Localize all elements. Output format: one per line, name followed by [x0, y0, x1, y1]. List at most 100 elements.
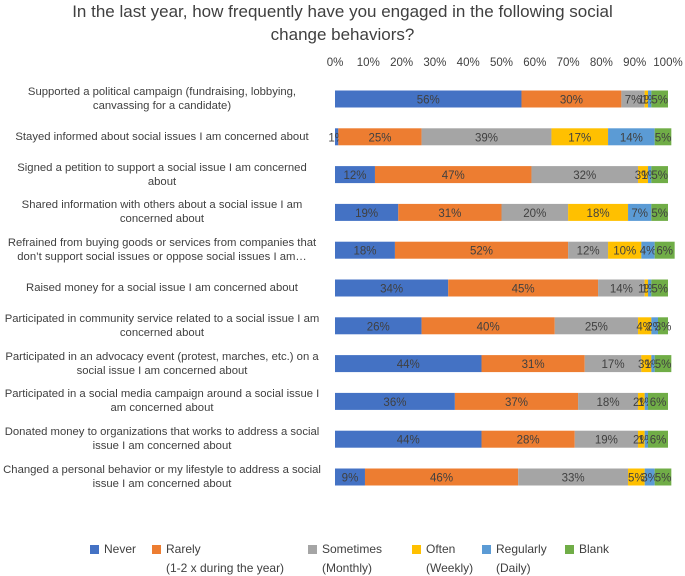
data-label: 17% — [568, 132, 591, 144]
data-label: 20% — [523, 208, 546, 220]
x-tick-label: 20% — [390, 57, 413, 69]
bar-segment-sometimes — [501, 203, 569, 221]
legend-sublabel: (1-2 x during the year) — [166, 561, 285, 575]
bar-segment-blank — [651, 203, 668, 221]
bar-segment-never — [335, 317, 422, 335]
category-label: Stayed informed about social issues I am… — [2, 130, 322, 144]
category-label-line: Supported a political campaign (fundrais… — [27, 86, 297, 98]
bar-segment-never — [335, 392, 455, 410]
data-label: 5% — [651, 208, 668, 220]
x-tick-label: 80% — [590, 57, 613, 69]
category-label-line: Raised money for a social issue I am con… — [26, 282, 298, 294]
bar-segment-sometimes — [568, 241, 609, 259]
category-label-line: about — [147, 175, 177, 188]
data-label: 14% — [620, 132, 643, 144]
bar-segment-often — [568, 203, 629, 221]
legend-label: Rarely — [166, 542, 201, 556]
data-label: 34% — [380, 284, 403, 296]
data-label: 7% — [631, 208, 648, 220]
bar-segment-blank — [651, 166, 668, 184]
category-label-line: Stayed informed about social issues I am… — [15, 130, 309, 143]
category-label: Participated in an advocacy event (prote… — [2, 350, 322, 378]
category-label-line: Participated in a social media campaign … — [4, 388, 320, 401]
bar-segment-rarely — [421, 317, 555, 335]
data-label: 5% — [655, 359, 672, 371]
legend-sublabel: (Weekly) — [426, 561, 474, 575]
bar-segment-rarely — [481, 355, 585, 373]
data-label: 9% — [342, 473, 359, 485]
bar-segment-often — [644, 279, 649, 297]
bar-segment-never — [335, 128, 339, 146]
bar-segment-often — [638, 392, 645, 410]
bar-segment-regularly — [644, 468, 655, 486]
bar-segment-rarely — [394, 241, 569, 259]
data-label: 12% — [577, 246, 600, 258]
bar-segment-often — [644, 90, 649, 108]
data-label: 47% — [442, 170, 465, 182]
bar-segment-sometimes — [518, 468, 629, 486]
bar-segment-sometimes — [578, 392, 639, 410]
bar-segment-sometimes — [574, 430, 639, 448]
legend-swatch — [308, 545, 317, 554]
data-label: 26% — [367, 321, 390, 333]
bar-segment-regularly — [648, 90, 652, 108]
data-label: 3% — [638, 359, 655, 371]
data-label: 5% — [651, 284, 668, 296]
bar-segment-blank — [658, 317, 668, 335]
data-label: 5% — [628, 473, 645, 485]
data-label: 5% — [655, 132, 672, 144]
bar-segment-regularly — [651, 355, 655, 373]
category-label-line: Participated in community service relate… — [4, 312, 320, 325]
x-tick-label: 50% — [490, 57, 513, 69]
legend-label: Often — [426, 542, 456, 556]
category-label-line: issue I am concerned about — [92, 440, 232, 453]
category-label-line: Changed a personal behavior or my lifest… — [3, 464, 321, 476]
legend-label: Regularly — [496, 542, 547, 556]
bar-segment-sometimes — [554, 317, 639, 335]
data-label: 45% — [512, 284, 535, 296]
bar-segment-regularly — [651, 317, 659, 335]
data-label: 44% — [397, 435, 420, 447]
data-label: 3% — [655, 321, 672, 333]
data-label: 39% — [475, 132, 498, 144]
bar-segment-regularly — [644, 392, 649, 410]
data-label: 31% — [438, 208, 461, 220]
data-label: 18% — [597, 397, 620, 409]
category-label: Participated in a social media campaign … — [2, 387, 322, 415]
chart-title-line-1: In the last year, how frequently have yo… — [72, 2, 613, 21]
bar-segment-never — [335, 166, 375, 184]
data-label: 18% — [587, 208, 610, 220]
bar-segment-rarely — [364, 468, 519, 486]
bar-segment-sometimes — [584, 355, 642, 373]
bar-segment-never — [335, 279, 449, 297]
bar-segment-often — [638, 317, 652, 335]
bar-segment-regularly — [608, 128, 655, 146]
bar-segment-rarely — [338, 128, 422, 146]
data-label: 32% — [573, 170, 596, 182]
data-label: 5% — [651, 170, 668, 182]
category-label-line: concerned about — [119, 213, 205, 226]
bar-segment-regularly — [641, 241, 655, 259]
bar-segment-often — [628, 468, 645, 486]
category-label-line: issue I am concerned about — [92, 478, 232, 490]
data-label: 5% — [655, 473, 672, 485]
data-label: 17% — [602, 359, 625, 371]
bar-segment-often — [551, 128, 609, 146]
category-label: Participated in community service relate… — [2, 312, 322, 340]
data-label: 3% — [635, 170, 652, 182]
data-label: 25% — [585, 321, 608, 333]
x-tick-label: 60% — [523, 57, 546, 69]
x-tick-label: 90% — [623, 57, 646, 69]
data-label: 56% — [417, 95, 440, 107]
legend-swatch — [482, 545, 491, 554]
legend-swatch — [152, 545, 161, 554]
data-label: 44% — [397, 359, 420, 371]
category-label: Signed a petition to support a social is… — [2, 161, 322, 189]
x-tick-label: 30% — [423, 57, 446, 69]
bar-segment-regularly — [648, 279, 652, 297]
x-tick-label: 70% — [557, 57, 580, 69]
bar-segment-rarely — [521, 90, 622, 108]
bar-segment-never — [335, 90, 522, 108]
legend-label: Never — [104, 542, 137, 556]
